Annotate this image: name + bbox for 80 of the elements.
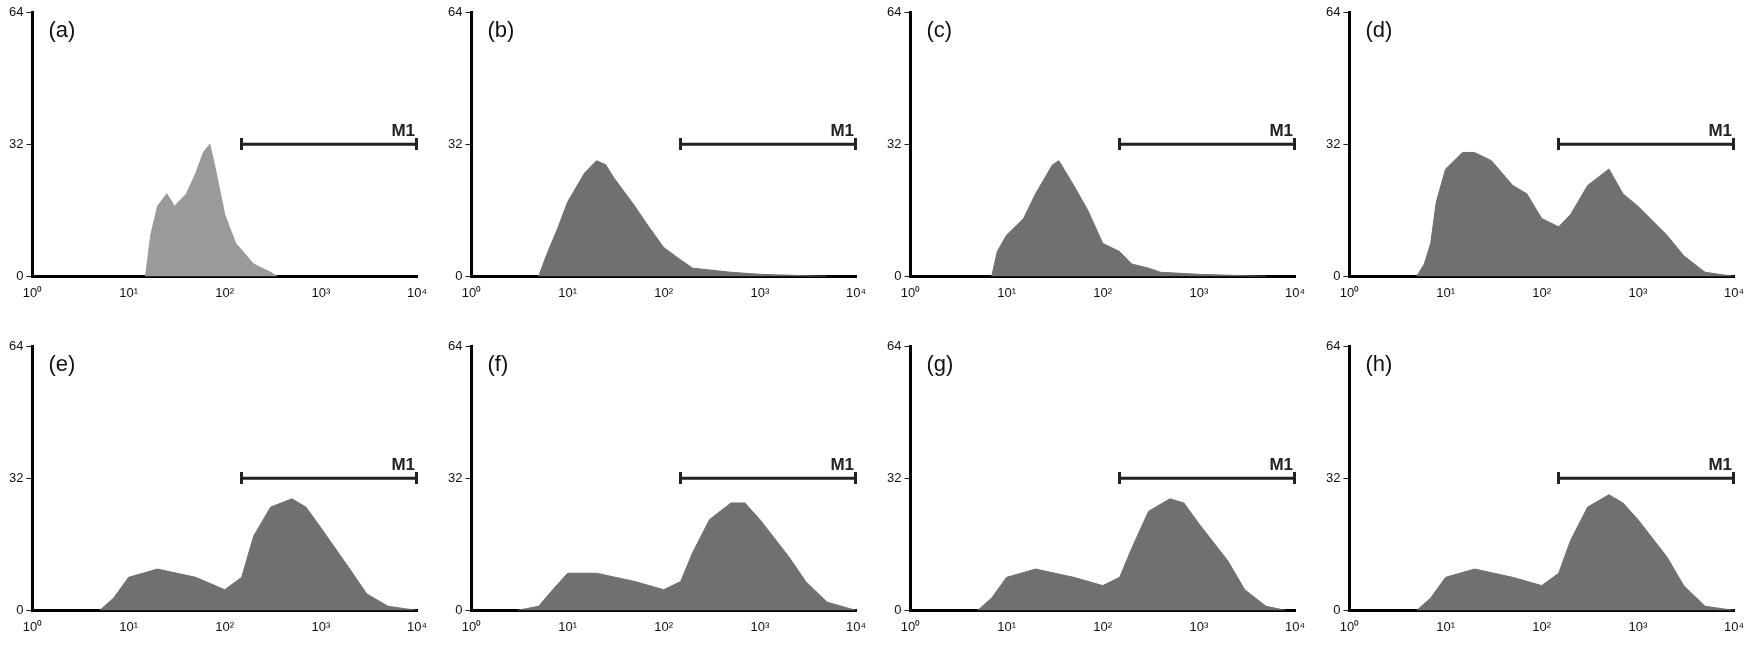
chart-title: (e) — [48, 351, 76, 377]
x-tick-label: 10¹ — [1436, 618, 1456, 634]
x-tick-label: 10² — [654, 618, 674, 634]
y-tick-label: 0 — [455, 267, 463, 283]
series-label: M1 — [1269, 455, 1293, 475]
series-label: M1 — [391, 455, 415, 475]
x-tick-label: 10² — [215, 618, 235, 634]
x-tick-label: 10⁰ — [461, 284, 482, 300]
y-tick-label: 64 — [1325, 337, 1341, 353]
x-tick-label: 10⁰ — [900, 618, 921, 634]
y-tick-label: 64 — [1325, 3, 1341, 19]
y-tick-label: 64 — [8, 337, 24, 353]
x-tick-label: 10¹ — [558, 284, 578, 300]
y-tick-label: 64 — [886, 3, 902, 19]
x-tick-label: 10⁴ — [1284, 618, 1306, 634]
y-tick-label: 0 — [455, 601, 463, 617]
x-tick-label: 10¹ — [997, 618, 1017, 634]
chart-title: (d) — [1365, 17, 1393, 43]
x-tick-label: 10⁴ — [1723, 284, 1745, 300]
x-tick-label: 10³ — [311, 618, 331, 634]
series-label: M1 — [1269, 121, 1293, 141]
x-tick-label: 10³ — [1189, 618, 1209, 634]
x-tick-label: 10⁴ — [845, 618, 867, 634]
x-tick-label: 10³ — [1189, 284, 1209, 300]
y-tick-label: 0 — [1333, 267, 1341, 283]
x-tick-label: 10² — [1532, 618, 1552, 634]
series-label: M1 — [830, 455, 854, 475]
chart-title: (f) — [487, 351, 509, 377]
y-tick-label: 32 — [1325, 469, 1341, 485]
chart-title: (g) — [926, 351, 954, 377]
x-tick-label: 10³ — [1628, 618, 1648, 634]
chart-title: (a) — [48, 17, 76, 43]
x-tick-label: 10¹ — [1436, 284, 1456, 300]
x-tick-label: 10⁴ — [1723, 618, 1745, 634]
y-tick-label: 0 — [16, 601, 24, 617]
y-tick-label: 32 — [447, 469, 463, 485]
y-tick-label: 0 — [1333, 601, 1341, 617]
y-tick-label: 64 — [447, 337, 463, 353]
x-tick-label: 10² — [1532, 284, 1552, 300]
x-tick-label: 10⁴ — [1284, 284, 1306, 300]
y-tick-label: 0 — [16, 267, 24, 283]
x-tick-label: 10² — [654, 284, 674, 300]
x-tick-label: 10² — [1093, 284, 1113, 300]
y-tick-label: 32 — [8, 135, 24, 151]
x-tick-label: 10¹ — [558, 618, 578, 634]
y-tick-label: 64 — [886, 337, 902, 353]
x-tick-label: 10³ — [311, 284, 331, 300]
x-tick-label: 10⁰ — [461, 618, 482, 634]
x-tick-label: 10⁰ — [22, 284, 43, 300]
y-tick-label: 32 — [1325, 135, 1341, 151]
y-tick-label: 64 — [447, 3, 463, 19]
x-tick-label: 10⁴ — [406, 284, 428, 300]
x-tick-label: 10¹ — [119, 284, 139, 300]
y-tick-label: 0 — [894, 267, 902, 283]
x-tick-label: 10² — [1093, 618, 1113, 634]
x-tick-label: 10¹ — [119, 618, 139, 634]
series-label: M1 — [1708, 121, 1732, 141]
x-tick-label: 10⁰ — [1339, 618, 1360, 634]
y-tick-label: 0 — [894, 601, 902, 617]
series-label: M1 — [391, 121, 415, 141]
x-tick-label: 10¹ — [997, 284, 1017, 300]
y-tick-label: 32 — [447, 135, 463, 151]
y-tick-label: 64 — [8, 3, 24, 19]
x-tick-label: 10² — [215, 284, 235, 300]
x-tick-label: 10⁰ — [22, 618, 43, 634]
y-tick-label: 32 — [886, 469, 902, 485]
y-tick-label: 32 — [8, 469, 24, 485]
x-tick-label: 10⁰ — [900, 284, 921, 300]
x-tick-label: 10³ — [750, 618, 770, 634]
chart-title: (h) — [1365, 351, 1393, 377]
chart-title: (c) — [926, 17, 953, 43]
series-label: M1 — [1708, 455, 1732, 475]
x-tick-label: 10³ — [750, 284, 770, 300]
series-label: M1 — [830, 121, 854, 141]
y-tick-label: 32 — [886, 135, 902, 151]
x-tick-label: 10³ — [1628, 284, 1648, 300]
x-tick-label: 10⁴ — [406, 618, 428, 634]
x-tick-label: 10⁴ — [845, 284, 867, 300]
chart-title: (b) — [487, 17, 515, 43]
x-tick-label: 10⁰ — [1339, 284, 1360, 300]
